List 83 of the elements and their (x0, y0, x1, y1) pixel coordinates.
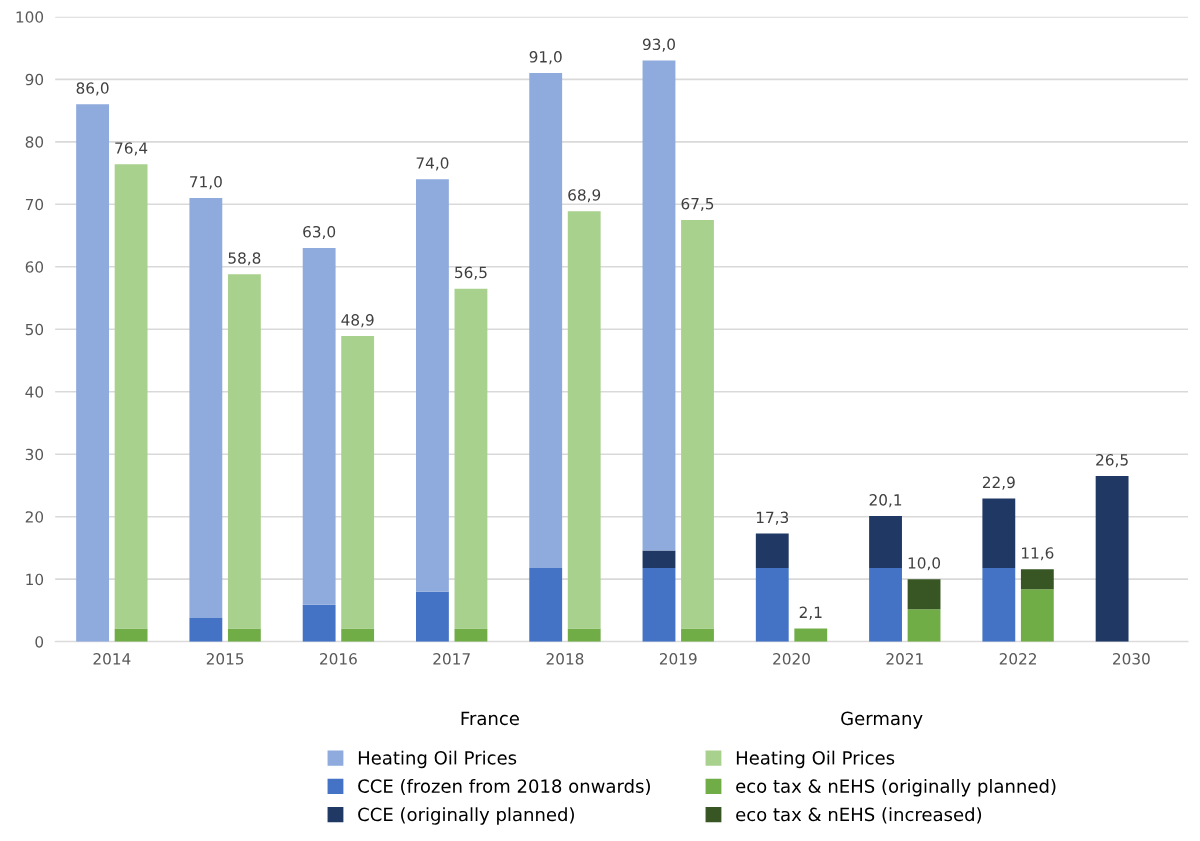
bar (794, 628, 828, 642)
bar (642, 567, 676, 642)
bar (302, 604, 336, 642)
bar (416, 591, 449, 642)
legend-title: Germany (841, 711, 923, 729)
bar (907, 609, 941, 642)
total-label: 86,0 (76, 82, 109, 96)
bar (1020, 589, 1054, 642)
bar (454, 288, 488, 629)
total-label: 17,3 (756, 511, 789, 525)
total-label: 74,0 (416, 157, 449, 171)
legend-label: eco tax & nEHS (originally planned) (736, 778, 1056, 797)
legend-label: CCE (originally planned) (358, 807, 574, 825)
total-label: 11,6 (1022, 547, 1054, 561)
y-tick-label: 80 (25, 136, 44, 148)
bar (189, 617, 223, 642)
y-tick-label: 70 (25, 198, 44, 211)
bar (869, 567, 902, 642)
y-tick-label: 100 (16, 11, 44, 23)
y-tick-label: 50 (25, 323, 44, 336)
total-label: 20,1 (869, 494, 902, 508)
bar (642, 60, 676, 551)
x-tick-label: 2018 (546, 653, 584, 665)
bar (567, 628, 601, 642)
bar (1020, 569, 1054, 590)
y-tick-label: 10 (26, 573, 44, 586)
bar (341, 336, 375, 629)
total-label: 26,5 (1096, 454, 1128, 468)
total-label: 2,1 (799, 606, 822, 620)
x-tick-label: 2014 (93, 653, 131, 665)
y-tick-label: 60 (25, 261, 44, 273)
total-label: 71,0 (190, 176, 222, 190)
total-label: 91,0 (529, 51, 562, 65)
x-tick-label: 2016 (320, 653, 357, 665)
bar (755, 567, 789, 642)
bar (982, 498, 1016, 568)
y-tick-label: 40 (25, 386, 44, 398)
x-tick-label: 2020 (773, 653, 810, 665)
bar (227, 274, 261, 629)
total-label: 63,0 (303, 226, 336, 240)
bar (869, 516, 902, 568)
bar (681, 628, 714, 642)
y-tick-label: 90 (25, 73, 44, 86)
total-label: 67,5 (681, 197, 714, 211)
total-label: 93,0 (642, 38, 675, 52)
legend-label: CCE (frozen from 2018 onwards) (358, 778, 650, 796)
legend-label: eco tax & nEHS (increased) (736, 807, 982, 824)
x-tick-label: 2021 (886, 653, 923, 665)
bar (1095, 476, 1129, 642)
legend-title: France (461, 711, 519, 726)
bar (907, 579, 941, 610)
bar (114, 628, 148, 642)
bar (529, 73, 563, 568)
x-tick-label: 2015 (206, 653, 244, 665)
total-label: 10,0 (908, 557, 941, 571)
total-label: 58,8 (228, 252, 261, 266)
bar (114, 164, 148, 629)
bar (189, 198, 223, 618)
total-label: 56,5 (455, 266, 487, 280)
x-tick-label: 2030 (1113, 653, 1150, 665)
bar (755, 533, 789, 568)
bar (642, 550, 676, 568)
bar (681, 219, 714, 629)
bar (76, 104, 110, 642)
x-tick-label: 2017 (433, 653, 470, 665)
bar (529, 567, 563, 642)
x-tick-label: 2019 (659, 653, 697, 665)
total-label: 22,9 (982, 476, 1015, 490)
bar (341, 628, 375, 642)
bar (227, 628, 261, 642)
bar (567, 211, 601, 629)
total-label: 76,4 (115, 142, 148, 156)
y-tick-label: 30 (25, 448, 44, 461)
bar (302, 248, 336, 605)
total-label: 68,9 (568, 189, 601, 203)
y-tick-label: 20 (25, 511, 44, 523)
x-tick-label: 2022 (999, 653, 1036, 665)
total-label: 48,9 (341, 314, 374, 328)
y-tick-label: 0 (35, 636, 44, 648)
legend-label: Heating Oil Prices (736, 750, 895, 769)
bar (416, 179, 449, 592)
legend-label: Heating Oil Prices (358, 750, 517, 769)
bar (982, 567, 1016, 642)
